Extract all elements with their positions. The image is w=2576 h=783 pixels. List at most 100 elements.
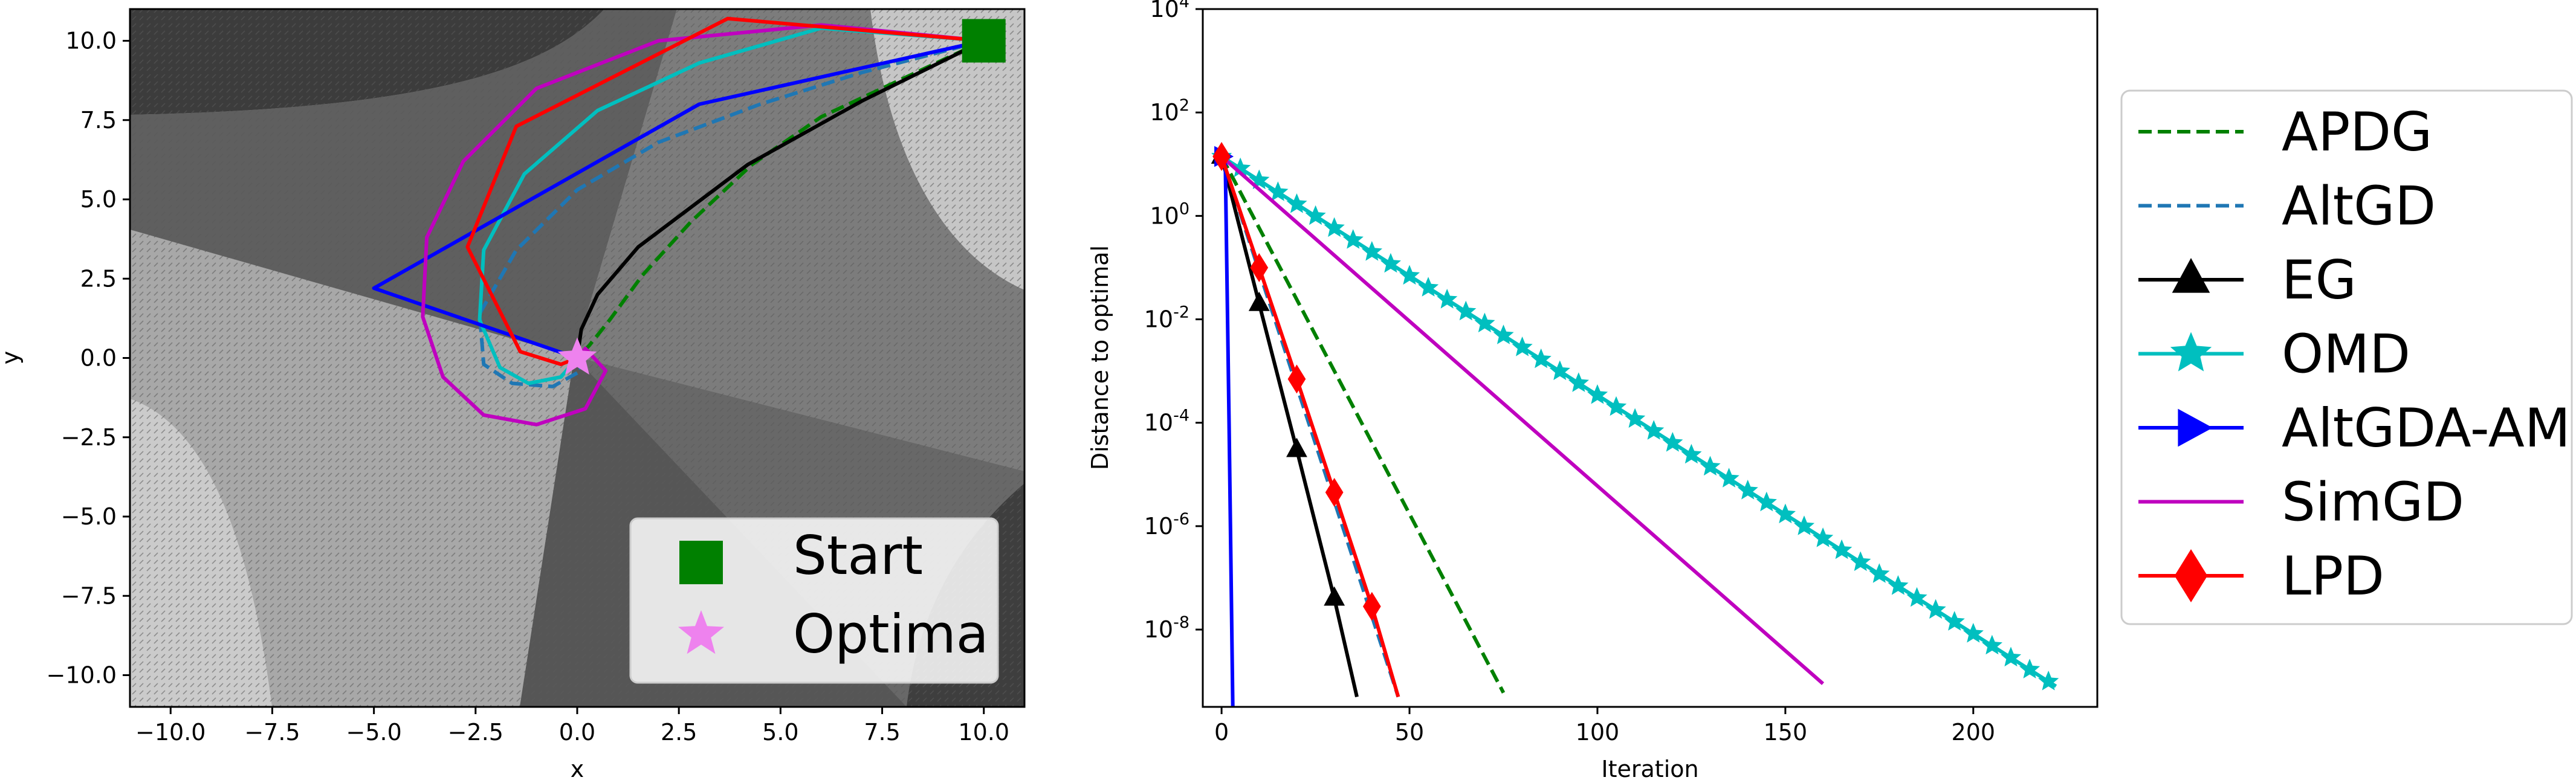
series-marker-EG: [1324, 586, 1345, 606]
series-marker-OMD: [1324, 217, 1345, 237]
right-y-tick-label: 10-6: [1144, 510, 1189, 540]
series-marker-LPD: [1287, 364, 1306, 394]
left-x-ticks: −10.0 −7.5 −5.0 −2.5 0.0 2.5 5.0 7.5 10.0: [135, 707, 1009, 746]
left-y-tick-label: 0.0: [80, 345, 117, 372]
series-marker-OMD: [1662, 432, 1683, 452]
start-marker: [962, 19, 1006, 63]
right-x-tick-label: 200: [1952, 719, 1996, 746]
legend-label: LPD: [2282, 545, 2384, 607]
legend-label: AltGD: [2282, 175, 2436, 237]
legend-item-AltGD: AltGD: [2138, 175, 2436, 237]
left-y-tick-label: −7.5: [61, 582, 117, 609]
trajectory-line-4: [372, 39, 985, 360]
series-marker-OMD: [1512, 337, 1533, 356]
series-marker-OMD: [1380, 253, 1401, 273]
legend-label: APDG: [2282, 101, 2432, 163]
left-plot: −10.0 −7.5 −5.0 −2.5 0.0 2.5 5.0 7.5 10.0 10.0 7.…: [0, 8, 1026, 782]
right-y-tick-label: 10-8: [1144, 613, 1189, 643]
left-y-tick-label: 7.5: [80, 107, 117, 134]
series-marker-OMD: [1775, 503, 1796, 524]
legend-item-SimGD: SimGD: [2138, 471, 2464, 533]
left-y-tick-label: −2.5: [61, 424, 117, 451]
series-marker-OMD: [1944, 611, 1965, 631]
left-y-tick-label: 2.5: [80, 265, 117, 292]
series-line-SimGD: [1220, 155, 1825, 685]
right-y-ticks: 104 102 100 10-2 10-4 10-6 10-8: [1144, 0, 1203, 643]
series-marker-OMD: [1737, 480, 1758, 500]
right-axes-bg: [1203, 9, 2097, 707]
left-x-tick-label: 10.0: [958, 719, 1009, 746]
trajectory-line-6: [465, 16, 984, 366]
series-marker-OMD: [1643, 420, 1665, 440]
series-marker-OMD: [2019, 659, 2040, 678]
series-marker-OMD: [1963, 623, 1984, 643]
series-marker-OMD: [1925, 599, 1946, 619]
legend-item-OMD: OMD: [2138, 323, 2410, 385]
series-marker-OMD: [1493, 324, 1514, 344]
series-marker-OMD: [1418, 277, 1439, 297]
series-marker-OMD: [1756, 491, 1777, 512]
series-marker-OMD: [1850, 551, 1871, 572]
legend-item-APDG: APDG: [2138, 101, 2432, 163]
series-marker-OMD: [1793, 515, 1815, 535]
left-x-tick-label: −7.5: [244, 719, 300, 746]
series-marker-OMD: [1906, 587, 1927, 607]
legend-label: AltGDA-AM: [2282, 397, 2571, 459]
right-x-tick-label: 150: [1764, 719, 1808, 746]
series-marker-OMD: [1812, 527, 1834, 547]
right-legend-items: APDG AltGD EG OMD AltGDA-AM SimGD LPD: [2138, 101, 2571, 607]
legend-label: OMD: [2282, 323, 2410, 385]
legend-marker: [2170, 332, 2212, 372]
series-marker-OMD: [1342, 229, 1364, 249]
right-y-tick-label: 104: [1150, 0, 1189, 22]
right-plot: 0 50 100 150 200 104 102 100 10-2 10-4 10-6 10-8 I…: [1087, 0, 2099, 782]
series-marker-OMD: [1549, 360, 1570, 381]
trajectory-layer: [372, 16, 985, 427]
trajectory-line-1: [477, 39, 985, 388]
right-x-axis-label: Iteration: [1601, 756, 1698, 782]
trajectory-line-0: [575, 39, 985, 359]
series-marker-OMD: [1230, 157, 1251, 178]
series-LPD: [1212, 141, 1400, 698]
legend-start-swatch: [679, 541, 723, 584]
series-OMD: [1211, 146, 2059, 691]
point-markers: [557, 19, 1006, 375]
series-marker-OMD: [1361, 241, 1382, 261]
right-x-tick-label: 100: [1576, 719, 1620, 746]
series-line-APDG: [1220, 155, 1506, 694]
series-marker-OMD: [1605, 396, 1627, 416]
series-marker-LPD: [1250, 253, 1269, 282]
left-x-axis-label: x: [571, 756, 584, 782]
left-x-tick-label: 2.5: [661, 719, 697, 746]
series-marker-OMD: [1718, 468, 1739, 488]
series-marker-OMD: [1437, 289, 1458, 309]
series-marker-OMD: [1305, 205, 1326, 225]
series-APDG: [1220, 155, 1506, 694]
series-marker-EG: [1286, 437, 1307, 457]
series-marker-LPD: [1362, 591, 1381, 621]
series-marker-OMD: [1681, 443, 1702, 464]
legend-optima-swatch: [678, 610, 724, 654]
right-y-axis-label: Distance to optimal: [1087, 245, 1113, 470]
right-x-ticks: 0 50 100 150 200: [1214, 707, 1995, 746]
series-marker-OMD: [1286, 193, 1307, 213]
series-marker-OMD: [1888, 575, 1909, 595]
right-legend: APDG AltGD EG OMD AltGDA-AM SimGD LPD: [2120, 89, 2573, 625]
left-y-tick-label: 5.0: [80, 186, 117, 213]
legend-item-EG: EG: [2138, 249, 2357, 311]
series-marker-OMD: [1399, 265, 1420, 285]
right-x-tick-label: 50: [1395, 719, 1424, 746]
series-marker-OMD: [1267, 181, 1289, 201]
legend-marker: [2174, 549, 2208, 602]
convergence-lines: [1211, 141, 2059, 707]
series-marker-OMD: [2038, 671, 2059, 691]
left-legend: Start Optima: [629, 517, 999, 684]
trajectory-line-2: [575, 39, 985, 358]
right-y-tick-label: 10-4: [1144, 407, 1189, 436]
series-marker-OMD: [1530, 348, 1552, 369]
right-y-tick-label: 10-2: [1144, 303, 1189, 333]
left-x-tick-label: 7.5: [864, 719, 900, 746]
legend-marker: [2172, 258, 2210, 293]
series-marker-OMD: [1625, 408, 1646, 428]
